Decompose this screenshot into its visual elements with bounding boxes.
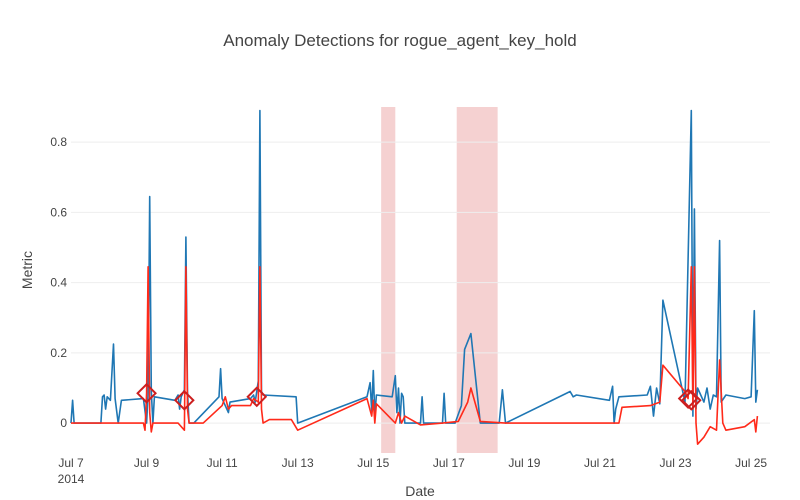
x-tick-label: Jul 19 — [508, 456, 540, 470]
series-lines — [70, 109, 759, 445]
shaded-region-0 — [381, 107, 396, 453]
x-tick-label: Jul 25 — [735, 456, 767, 470]
anomaly-marker — [246, 386, 268, 408]
x-tick-label: Jul 21 — [584, 456, 616, 470]
y-tick-label: 0.8 — [50, 135, 67, 149]
x-axis-label: Date — [405, 483, 435, 499]
x-tick-label: Jul 13 — [282, 456, 314, 470]
y-tick-label: 0.6 — [50, 205, 67, 219]
y-tick-label: 0.2 — [50, 346, 67, 360]
x-tick-labels: Jul 7 2014 Jul 9 Jul 11 Jul 13 Jul 15 Jul 17 Ju… — [58, 456, 768, 486]
anomaly-markers — [136, 382, 702, 411]
y-tick-label: 0.4 — [50, 276, 67, 290]
x-tick-label: Jul 9 — [134, 456, 160, 470]
shaded-regions — [381, 107, 498, 453]
y-axis-label: Metric — [19, 251, 35, 289]
y-tick-label: 0 — [60, 416, 67, 430]
series-line-score — [71, 266, 759, 445]
x-tick-sublabel: 2014 — [58, 472, 85, 486]
chart-title: Anomaly Detections for rogue_agent_key_h… — [223, 31, 576, 50]
anomaly-marker — [136, 382, 157, 404]
y-tick-labels: 0 0.2 0.4 0.6 0.8 — [50, 135, 67, 430]
x-tick-label: Jul 23 — [660, 456, 692, 470]
shaded-region-1 — [456, 107, 498, 453]
anomaly-marker — [173, 389, 195, 411]
gridlines — [71, 141, 770, 424]
x-tick-label: Jul 11 — [207, 456, 238, 470]
series-line-metric — [70, 109, 759, 424]
x-tick-label: Jul 17 — [433, 456, 465, 470]
x-tick-label: Jul 7 — [58, 456, 84, 470]
anomaly-marker — [680, 389, 702, 411]
x-tick-label: Jul 15 — [357, 456, 389, 470]
